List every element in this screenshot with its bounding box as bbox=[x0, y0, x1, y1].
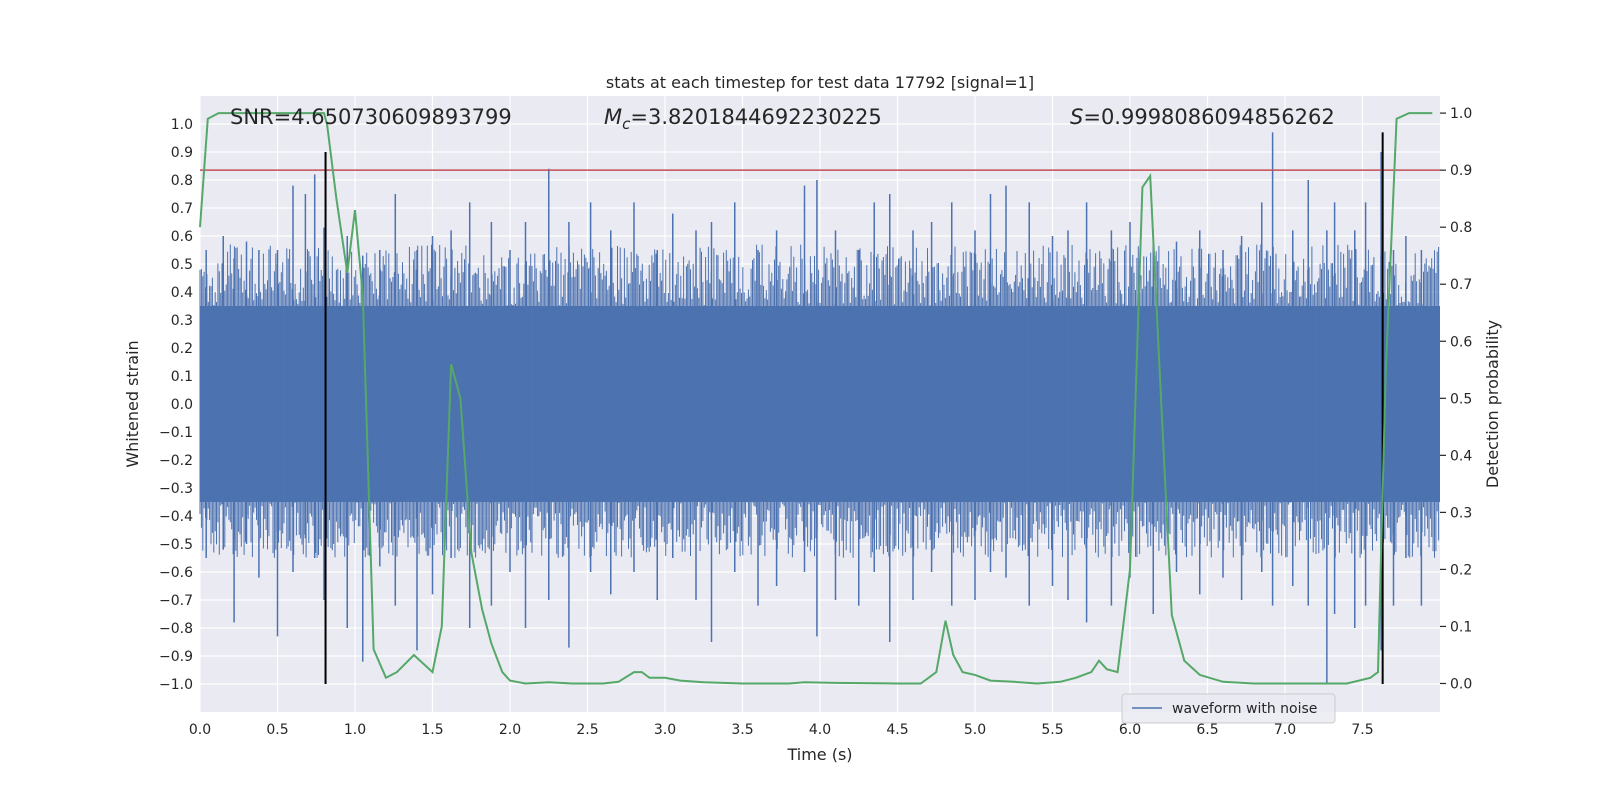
y-axis-label-left: Whitened strain bbox=[123, 340, 142, 467]
y-left-tick-label: −0.3 bbox=[159, 481, 193, 497]
y-right-tick-label: 0.3 bbox=[1450, 505, 1472, 521]
y-right-tick-label: 0.1 bbox=[1450, 619, 1472, 635]
x-tick-label: 2.5 bbox=[576, 722, 598, 738]
x-tick-label: 4.5 bbox=[886, 722, 908, 738]
strain-series bbox=[199, 132, 1440, 684]
x-tick-label: 1.5 bbox=[421, 722, 443, 738]
x-axis-label: Time (s) bbox=[786, 745, 852, 764]
mc-subscript: c bbox=[622, 115, 631, 133]
y-left-tick-label: 0.9 bbox=[171, 145, 193, 161]
y-left-tick-label: 0.7 bbox=[171, 201, 193, 217]
mc-value: =3.8201844692230225 bbox=[630, 105, 881, 129]
y-left-tick-label: 0.2 bbox=[171, 341, 193, 357]
ticks: 0.0 0.5 1.0 1.5 2.0 2.5 3.0 3.5 4.0 4.5 5.0 5.5 6.0 6… bbox=[159, 106, 1472, 738]
y-left-tick-label: 0.4 bbox=[171, 285, 193, 301]
y-left-tick-label: 0.8 bbox=[171, 173, 193, 189]
y-right-tick-label: 0.4 bbox=[1450, 448, 1472, 464]
x-tick-label: 6.5 bbox=[1196, 722, 1218, 738]
y-left-tick-label: −1.0 bbox=[159, 677, 193, 693]
y-left-tick-label: −0.6 bbox=[159, 565, 193, 581]
y-left-tick-label: −0.8 bbox=[159, 621, 193, 637]
x-tick-label: 0.5 bbox=[266, 722, 288, 738]
y-left-tick-label: 0.0 bbox=[171, 397, 193, 413]
y-right-tick-label: 0.7 bbox=[1450, 277, 1472, 293]
y-left-tick-label: 0.3 bbox=[171, 313, 193, 329]
x-tick-label: 3.5 bbox=[731, 722, 753, 738]
probability-series bbox=[199, 112, 1433, 685]
y-right-tick-label: 1.0 bbox=[1450, 106, 1472, 122]
y-left-tick-label: −0.2 bbox=[159, 453, 193, 469]
s-annotation: S=0.9998086094856262 bbox=[1070, 105, 1335, 129]
chart-title: stats at each timestep for test data 177… bbox=[606, 73, 1034, 92]
y-left-tick-label: −0.7 bbox=[159, 593, 193, 609]
strain-noise-fringe bbox=[199, 244, 1440, 558]
x-tick-label: 7.0 bbox=[1274, 722, 1296, 738]
x-tick-label: 7.5 bbox=[1351, 722, 1373, 738]
legend-box bbox=[1121, 693, 1336, 724]
y-right-tick-label: 0.8 bbox=[1450, 220, 1472, 236]
x-tick-label: 5.0 bbox=[964, 722, 986, 738]
y-left-tick-label: −0.9 bbox=[159, 649, 193, 665]
y-right-tick-label: 0.0 bbox=[1450, 676, 1472, 692]
y-right-tick-label: 0.6 bbox=[1450, 334, 1472, 350]
y-left-tick-label: −0.5 bbox=[159, 537, 193, 553]
y-left-tick-label: −0.1 bbox=[159, 425, 193, 441]
chirp-mass-annotation: Mc=3.8201844692230225 bbox=[604, 105, 882, 133]
y-left-tick-label: 0.6 bbox=[171, 229, 193, 245]
legend-entry-strain: waveform with noise bbox=[1172, 701, 1317, 717]
snr-annotation: SNR=4.650730609893799 bbox=[230, 105, 512, 129]
x-tick-label: 0.0 bbox=[189, 722, 211, 738]
legend: waveform with noise bbox=[1121, 693, 1336, 724]
x-tick-label: 4.0 bbox=[809, 722, 831, 738]
y-right-tick-label: 0.2 bbox=[1450, 562, 1472, 578]
y-left-tick-label: 1.0 bbox=[171, 117, 193, 133]
x-tick-label: 3.0 bbox=[654, 722, 676, 738]
y-right-tick-label: 0.5 bbox=[1450, 391, 1472, 407]
y-axis-label-right: Detection probability bbox=[1483, 320, 1502, 488]
x-tick-label: 6.0 bbox=[1119, 722, 1141, 738]
y-left-tick-label: 0.5 bbox=[171, 257, 193, 273]
y-left-tick-label: −0.4 bbox=[159, 509, 193, 525]
y-left-tick-label: 0.1 bbox=[171, 369, 193, 385]
s-symbol: S bbox=[1070, 105, 1083, 129]
s-value: =0.9998086094856262 bbox=[1083, 105, 1334, 129]
x-tick-label: 5.5 bbox=[1041, 722, 1063, 738]
y-right-tick-label: 0.9 bbox=[1450, 163, 1472, 179]
probability-line bbox=[199, 112, 1433, 685]
x-tick-label: 2.0 bbox=[499, 722, 521, 738]
x-tick-label: 1.0 bbox=[344, 722, 366, 738]
mc-symbol: M bbox=[604, 105, 622, 129]
overlay-lines bbox=[200, 132, 1440, 684]
